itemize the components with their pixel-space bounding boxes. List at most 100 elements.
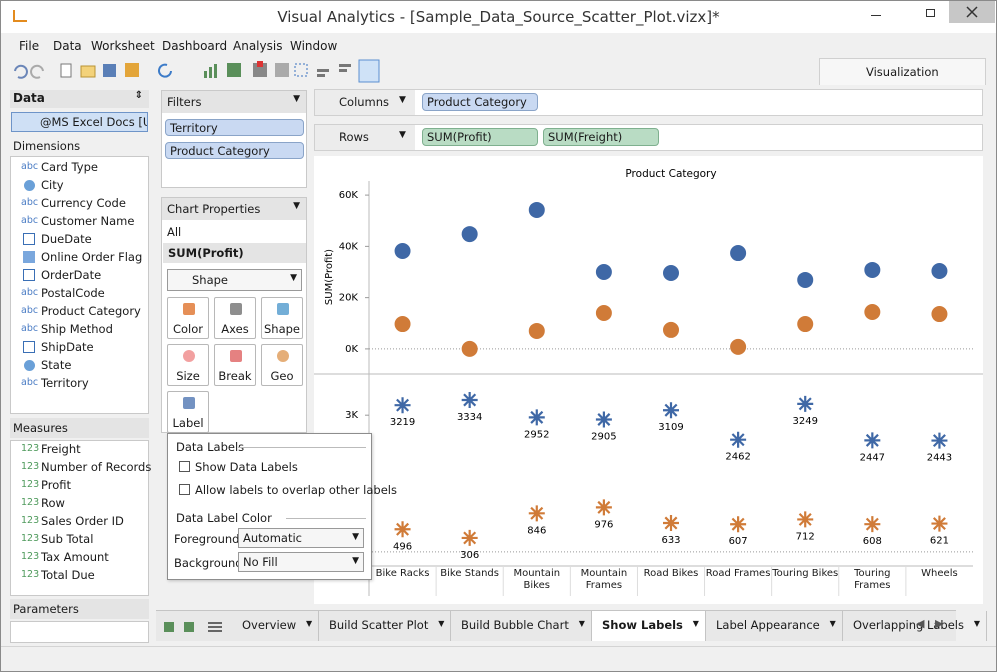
sheet-tab[interactable]: Overview ▼ [232, 611, 320, 641]
field-item[interactable]: 123 Sales Order ID [11, 513, 148, 531]
sheet-tab[interactable]: Label▼ [987, 611, 996, 641]
field-item[interactable]: City [11, 177, 148, 195]
data-label: 2447 [860, 452, 885, 463]
property-icon [183, 397, 195, 409]
field-item[interactable]: State [11, 357, 148, 375]
data-point [931, 306, 948, 323]
tab-scroll[interactable]: ◀ ▶ [916, 617, 944, 630]
field-item[interactable]: abc Product Category [11, 303, 148, 321]
popup-title: Data Labels [176, 440, 245, 454]
field-item[interactable]: 123 Total Due [11, 567, 148, 585]
checkbox[interactable] [179, 484, 190, 495]
field-icon: 123 [21, 515, 40, 526]
background-dropdown[interactable]: No Fill ▼ [238, 552, 364, 572]
field-item[interactable]: OrderDate [11, 267, 148, 285]
field-name: ShipDate [41, 340, 94, 354]
field-item[interactable]: abc PostalCode [11, 285, 148, 303]
data-point [663, 265, 679, 282]
field-item[interactable]: 123 Number of Records [11, 459, 151, 477]
field-item[interactable]: 123 Profit [11, 477, 148, 495]
mark-type-dropdown[interactable]: Shape ▼ [167, 269, 302, 291]
rows-menu[interactable]: ▼ [399, 130, 406, 140]
property-button[interactable]: Label [167, 391, 209, 433]
menu-item[interactable]: File [19, 39, 40, 53]
field-name: Product Category [41, 304, 141, 318]
y-tick-label: 20K [339, 293, 359, 304]
shelf-pill[interactable]: SUM(Freight) [543, 128, 659, 146]
chart: Product Category 0K 20K 40K 60K SUM(Profit) 3K… [314, 168, 983, 596]
property-label: Geo [270, 369, 294, 383]
checkbox[interactable] [179, 461, 190, 472]
close-button[interactable] [949, 1, 995, 23]
data-label: 608 [863, 536, 882, 547]
property-button[interactable]: Break [214, 344, 256, 386]
field-item[interactable]: 123 Row [11, 495, 148, 513]
field-name: Currency Code [41, 196, 126, 210]
property-button[interactable]: Axes [214, 297, 256, 339]
data-label: 3219 [390, 417, 415, 428]
sheet-tab-label: Overview [242, 618, 297, 632]
field-item[interactable]: Online Order Flag [11, 249, 148, 267]
field-icon: 123 [21, 569, 40, 580]
field-item[interactable]: abc Currency Code [11, 195, 148, 213]
property-button[interactable]: Shape [261, 297, 303, 339]
menu-item[interactable]: Dashboard [162, 39, 228, 53]
visualization-tab[interactable]: Visualization [819, 58, 986, 85]
toolbar [14, 59, 380, 83]
measure-label[interactable]: SUM(Profit) [163, 243, 306, 263]
filter-pill[interactable]: Territory [165, 119, 304, 136]
menu-item[interactable]: Analysis [233, 39, 283, 53]
field-item[interactable]: 123 Freight [11, 441, 148, 459]
data-source[interactable]: @MS Excel Docs [U... [11, 112, 148, 132]
property-button[interactable]: Geo [261, 344, 303, 386]
field-icon: abc [21, 161, 39, 172]
property-icon [230, 350, 242, 362]
chart-title: Product Category [625, 168, 716, 180]
shelf-pill[interactable]: SUM(Profit) [422, 128, 538, 146]
data-label: 712 [796, 531, 815, 542]
field-item[interactable]: abc Customer Name [11, 213, 148, 231]
filter-pill[interactable]: Product Category [165, 142, 304, 159]
measures-label: Measures [13, 421, 68, 435]
field-icon: abc [21, 215, 39, 226]
property-button[interactable]: Color [167, 297, 209, 339]
columns-menu[interactable]: ▼ [399, 95, 406, 105]
minimize-button[interactable] [871, 15, 881, 16]
field-item[interactable]: DueDate [11, 231, 148, 249]
data-header-arrows[interactable]: ⇕ [134, 90, 143, 101]
shelf-pill[interactable]: Product Category [422, 93, 538, 111]
sheet-tab[interactable]: Build Bubble Chart ▼ [451, 611, 592, 641]
field-icon: 123 [21, 497, 40, 508]
menu-item[interactable]: Data [53, 39, 82, 53]
foreground-dropdown[interactable]: Automatic ▼ [238, 528, 364, 548]
field-item[interactable]: 123 Sub Total [11, 531, 148, 549]
filters-title: Filters [167, 95, 202, 109]
sheet-tab[interactable]: Show Labels ▼ [592, 611, 706, 641]
menu-bar: File Data Worksheet Dashboard Analysis Window [1, 37, 401, 57]
field-item[interactable]: ShipDate [11, 339, 148, 357]
property-button[interactable]: Size [167, 344, 209, 386]
menu-item[interactable]: Worksheet [91, 39, 155, 53]
field-item[interactable]: abc Ship Method [11, 321, 148, 339]
chart-properties-menu[interactable]: ▼ [293, 201, 300, 211]
field-item[interactable]: 123 Tax Amount [11, 549, 148, 567]
sheet-tab[interactable]: Overlapping Labels ▼ [843, 611, 987, 641]
y-tick-label: 60K [339, 190, 359, 201]
field-name: Card Type [41, 160, 98, 174]
menu-item[interactable]: Window [290, 39, 338, 53]
sheet-tab[interactable]: Label Appearance ▼ [706, 611, 843, 641]
field-name: Territory [41, 376, 89, 390]
filters-menu[interactable]: ▼ [293, 94, 300, 104]
y-tick-label: 40K [339, 241, 359, 252]
geo-icon [24, 360, 35, 371]
field-item[interactable]: abc Territory [11, 375, 148, 393]
data-point [730, 338, 747, 355]
field-item[interactable]: abc Card Type [11, 159, 148, 177]
foreground-value: Automatic [243, 531, 302, 545]
sheet-tab-label: Overlapping Labels [853, 618, 964, 632]
all-label[interactable]: All [167, 225, 182, 239]
maximize-button[interactable] [926, 9, 935, 17]
x-tick-label: Touring Frames [854, 568, 891, 591]
sheet-tab[interactable]: Build Scatter Plot ▼ [319, 611, 452, 641]
data-point [797, 271, 814, 288]
